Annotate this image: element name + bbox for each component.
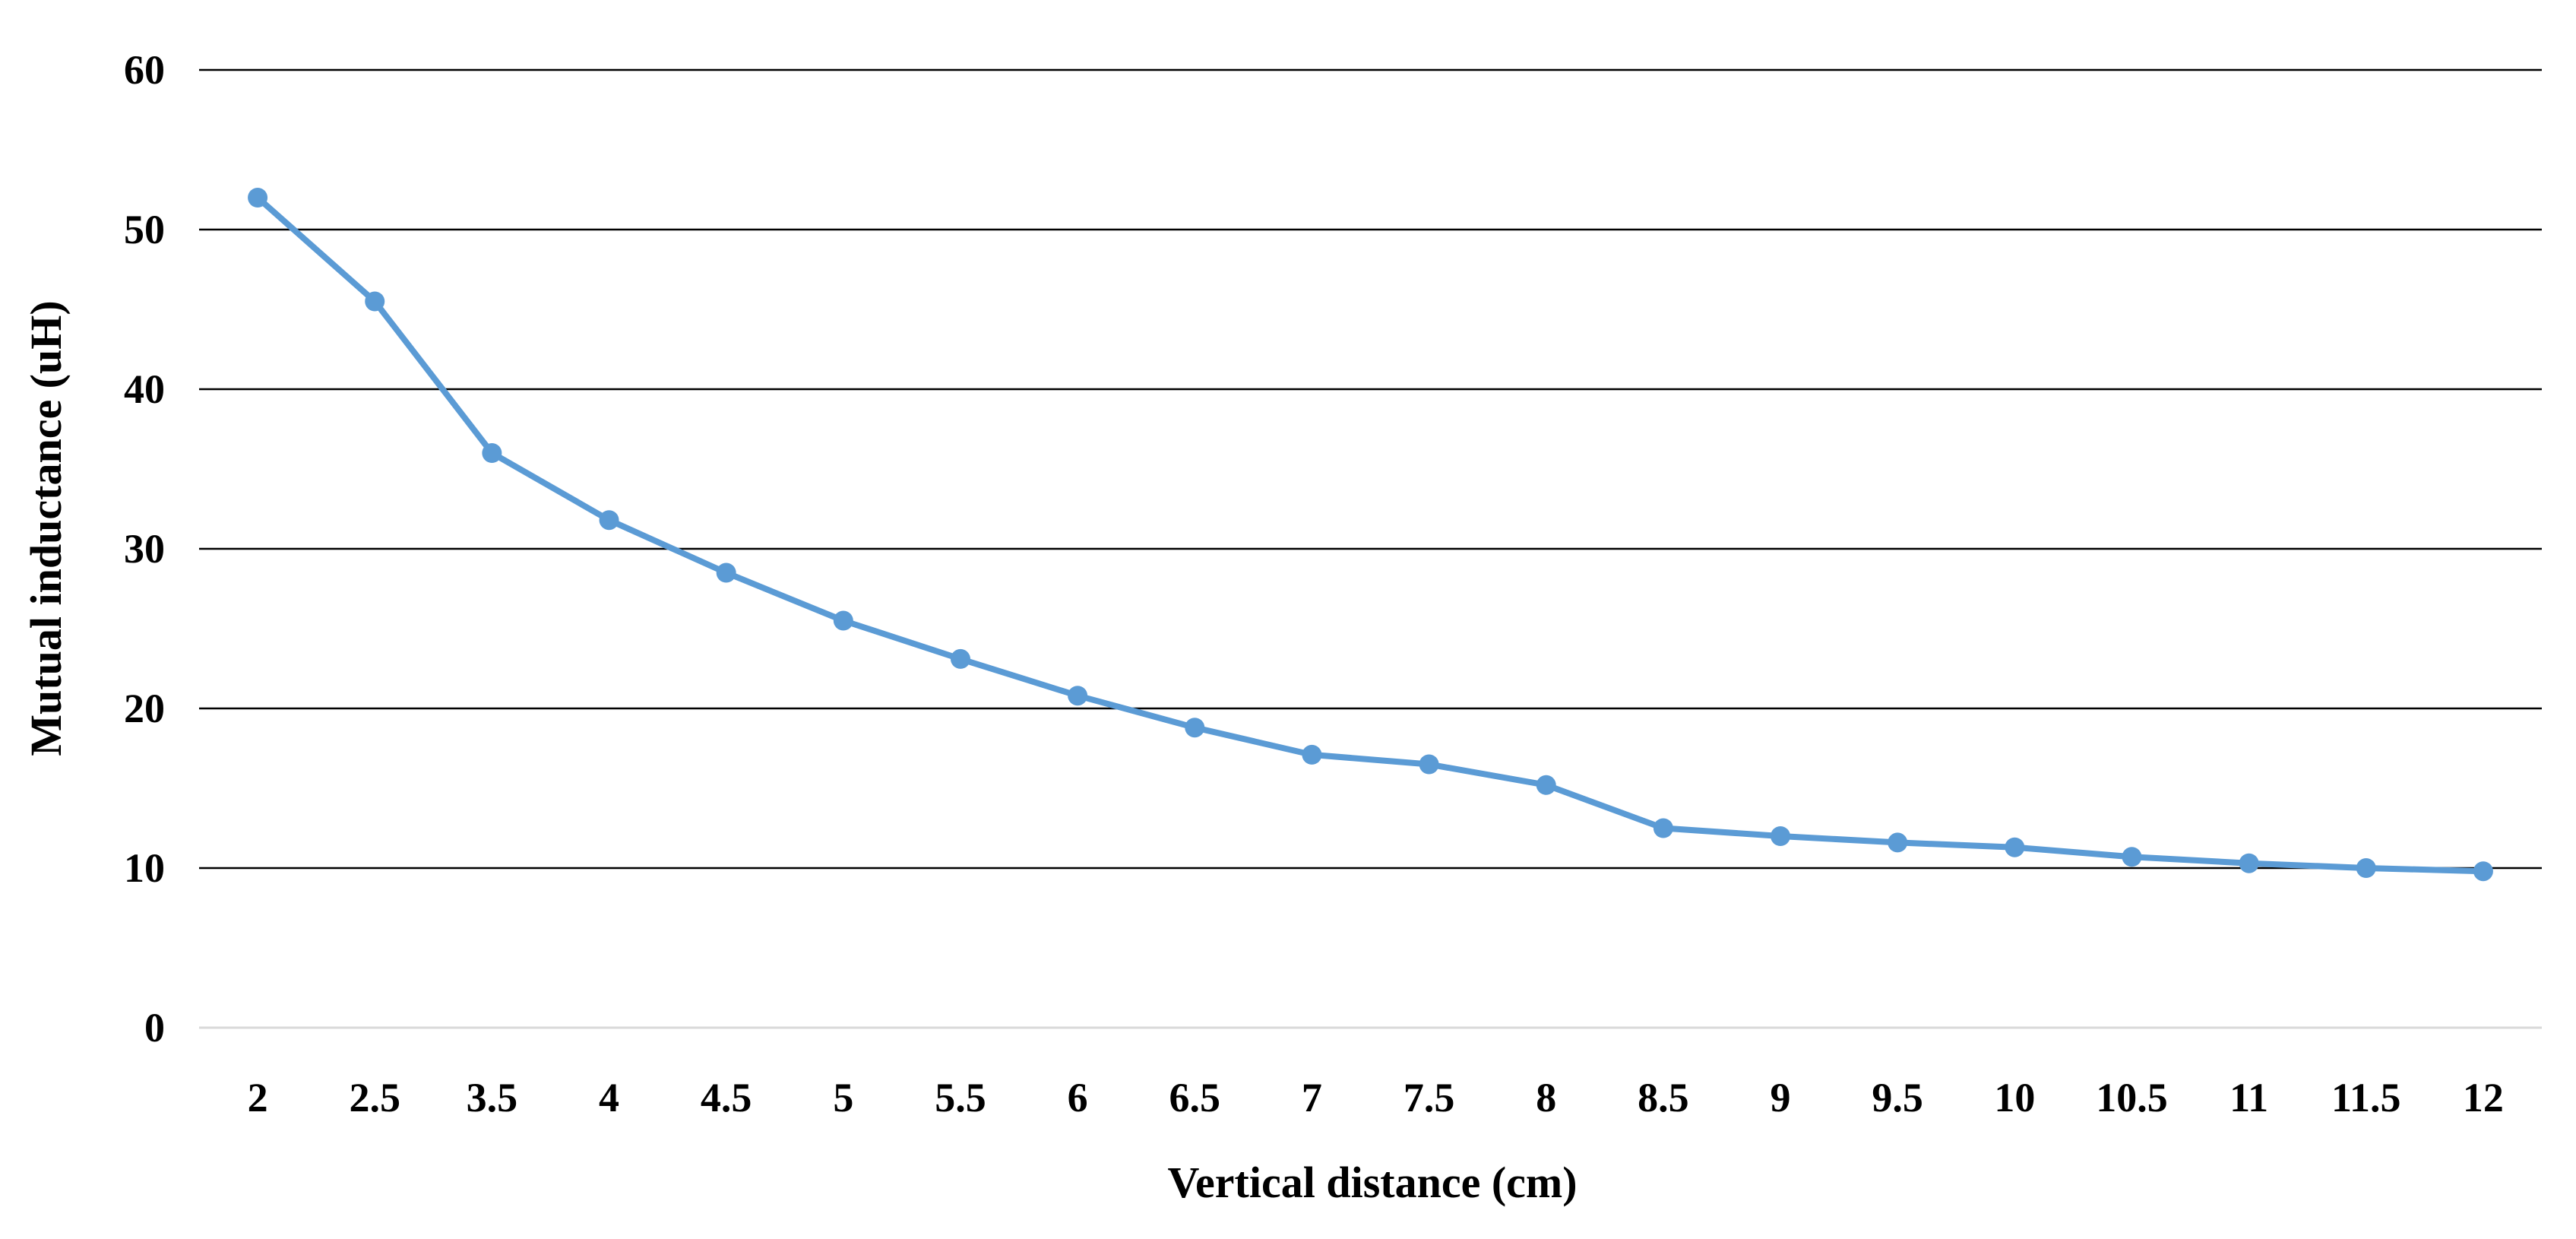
data-point bbox=[950, 648, 970, 669]
x-tick-label: 4 bbox=[599, 1075, 619, 1120]
x-tick-label: 2.5 bbox=[349, 1075, 400, 1120]
x-tick-label: 10.5 bbox=[2096, 1075, 2168, 1120]
data-point bbox=[1771, 826, 1791, 846]
x-tick-label: 5.5 bbox=[935, 1075, 986, 1120]
x-tick-label: 12 bbox=[2463, 1075, 2504, 1120]
y-tick-label: 20 bbox=[124, 686, 165, 731]
data-point bbox=[1302, 744, 1322, 765]
data-point bbox=[1185, 718, 1205, 738]
x-tick-label: 6.5 bbox=[1169, 1075, 1221, 1120]
data-point bbox=[482, 443, 502, 463]
y-axis-ticks: 0 10 20 30 40 50 60 bbox=[124, 47, 165, 1050]
x-tick-label: 9.5 bbox=[1872, 1075, 1923, 1120]
x-tick-label: 5 bbox=[833, 1075, 853, 1120]
x-tick-label: 11.5 bbox=[2331, 1075, 2401, 1120]
data-point bbox=[1888, 832, 1908, 853]
x-tick-label: 2 bbox=[248, 1075, 268, 1120]
data-series bbox=[248, 188, 2493, 882]
x-tick-label: 9 bbox=[1771, 1075, 1791, 1120]
x-tick-label: 10 bbox=[1994, 1075, 2035, 1120]
y-tick-label: 50 bbox=[124, 207, 165, 252]
x-tick-label: 6 bbox=[1068, 1075, 1088, 1120]
x-tick-label: 3.5 bbox=[467, 1075, 518, 1120]
data-point bbox=[365, 291, 385, 312]
data-point bbox=[2239, 853, 2259, 873]
data-point bbox=[1419, 754, 1439, 775]
x-tick-label: 8 bbox=[1536, 1075, 1556, 1120]
x-tick-label: 11 bbox=[2229, 1075, 2268, 1120]
x-axis-ticks: 2 2.5 3.5 4 4.5 5 5.5 6 6.5 7 7.5 8 8.5 9 9.5 10 10.5 11 1… bbox=[248, 1075, 2504, 1120]
data-point bbox=[2356, 858, 2376, 878]
x-tick-label: 4.5 bbox=[701, 1075, 752, 1120]
x-tick-label: 8.5 bbox=[1638, 1075, 1689, 1120]
data-point bbox=[833, 610, 853, 631]
data-point bbox=[1068, 686, 1088, 706]
y-tick-label: 10 bbox=[124, 845, 165, 891]
x-tick-label: 7 bbox=[1302, 1075, 1322, 1120]
data-point bbox=[1653, 818, 1673, 838]
data-point bbox=[716, 562, 736, 583]
gridlines bbox=[199, 68, 2542, 1029]
series-line bbox=[255, 195, 2486, 875]
x-tick-label: 7.5 bbox=[1404, 1075, 1455, 1120]
data-point bbox=[2122, 847, 2142, 867]
data-point bbox=[2473, 861, 2493, 882]
x-axis-title: Vertical distance (cm) bbox=[1167, 1158, 1577, 1207]
y-tick-label: 30 bbox=[124, 526, 165, 572]
y-axis-title: Mutual inductance (uH) bbox=[21, 300, 71, 756]
data-point bbox=[599, 510, 619, 531]
data-point bbox=[2005, 837, 2025, 857]
data-point bbox=[1536, 775, 1556, 795]
y-tick-label: 40 bbox=[124, 366, 165, 412]
y-tick-label: 60 bbox=[124, 47, 165, 93]
data-point bbox=[248, 188, 268, 208]
y-tick-label: 0 bbox=[144, 1005, 165, 1050]
